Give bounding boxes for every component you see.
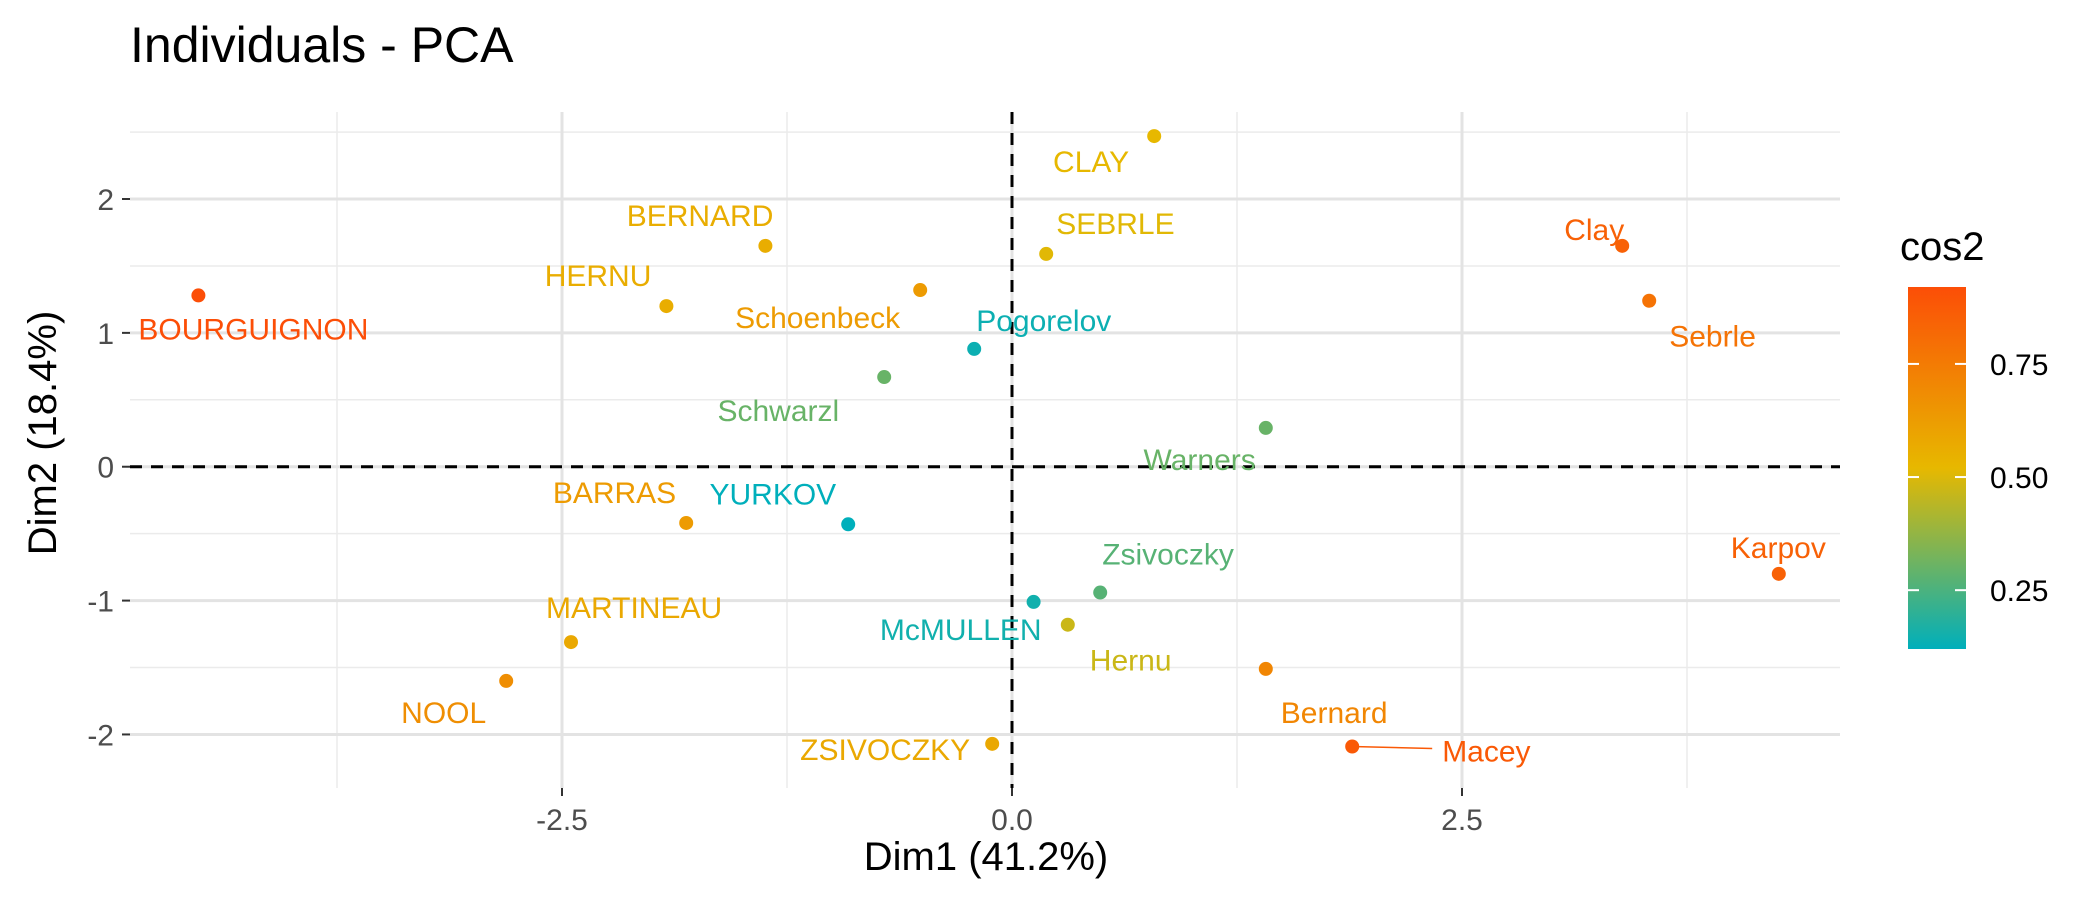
data-point	[679, 515, 694, 530]
point-label: McMULLEN	[880, 614, 1042, 647]
legend-title: cos2	[1900, 225, 1985, 269]
point-label: Schoenbeck	[735, 302, 901, 335]
data-point	[1093, 585, 1108, 600]
point-label: Karpov	[1731, 532, 1826, 565]
data-point	[1345, 739, 1360, 754]
data-point	[758, 238, 773, 253]
point-label: Zsivoczky	[1102, 539, 1234, 572]
data-point	[1258, 420, 1273, 435]
data-point	[1615, 238, 1630, 253]
data-point	[499, 673, 514, 688]
x-axis-ticks: -2.5 0.0 2.5	[536, 788, 1483, 837]
data-point	[967, 341, 982, 356]
point-label: Macey	[1442, 736, 1530, 769]
data-point	[1039, 246, 1054, 261]
point-label: Clay	[1564, 214, 1624, 247]
legend-tick-label: 0.75	[1990, 349, 2048, 382]
point-label: Bernard	[1281, 697, 1388, 730]
point-label: HERNU	[545, 260, 652, 293]
y-tick-label: -1	[87, 586, 114, 619]
legend-tick-label: 0.50	[1990, 462, 2048, 495]
chart-title: Individuals - PCA	[130, 17, 514, 73]
point-label: Warners	[1144, 444, 1256, 477]
y-tick-label: 1	[97, 318, 114, 351]
x-axis-label: Dim1 (41.2%)	[864, 835, 1109, 879]
minor-gridlines	[130, 112, 1840, 788]
data-point	[1258, 661, 1273, 676]
data-point	[1026, 594, 1041, 609]
point-labels: SEBRLE CLAY BERNARD YURKOV ZSIVOCZKY McMULLEN…	[138, 146, 1825, 768]
point-label: MARTINEAU	[546, 592, 722, 625]
point-label: YURKOV	[709, 478, 836, 511]
point-label: Schwarzl	[717, 395, 839, 428]
point-label: Pogorelov	[976, 305, 1111, 338]
x-tick-label: 0.0	[991, 804, 1033, 837]
point-label: SEBRLE	[1056, 208, 1174, 241]
data-point	[985, 736, 1000, 751]
point-label: BERNARD	[627, 200, 774, 233]
point-label: ZSIVOCZKY	[800, 734, 970, 767]
data-point	[1147, 129, 1162, 144]
data-point	[1642, 293, 1657, 308]
data-point	[841, 517, 856, 532]
point-label: CLAY	[1053, 146, 1129, 179]
reference-lines	[130, 112, 1840, 788]
y-axis-label: Dim2 (18.4%)	[21, 311, 65, 556]
data-point	[191, 288, 206, 303]
x-tick-label: 2.5	[1441, 804, 1483, 837]
point-label: Hernu	[1090, 645, 1172, 678]
data-point	[913, 283, 928, 298]
y-axis-ticks: -2 -1 0 1 2	[87, 184, 130, 752]
point-label: BARRAS	[553, 477, 676, 510]
y-tick-label: 0	[97, 452, 114, 485]
data-point	[659, 299, 674, 314]
y-tick-label: -2	[87, 719, 114, 752]
data-points	[191, 129, 1786, 754]
y-tick-label: 2	[97, 184, 114, 217]
x-tick-label: -2.5	[536, 804, 588, 837]
label-leaders	[1352, 745, 1433, 750]
point-label: BOURGUIGNON	[138, 313, 368, 346]
color-legend: cos2 0.25 0.50 0.75	[1900, 225, 2048, 649]
data-point	[877, 370, 892, 385]
data-point	[1060, 617, 1075, 632]
data-point	[564, 635, 578, 650]
legend-colorbar	[1908, 287, 1966, 649]
point-label: Sebrle	[1669, 321, 1756, 354]
legend-tick-label: 0.25	[1990, 575, 2048, 608]
point-label: NOOL	[401, 697, 486, 730]
data-point	[1771, 566, 1786, 581]
label-leader-line	[1352, 745, 1433, 750]
